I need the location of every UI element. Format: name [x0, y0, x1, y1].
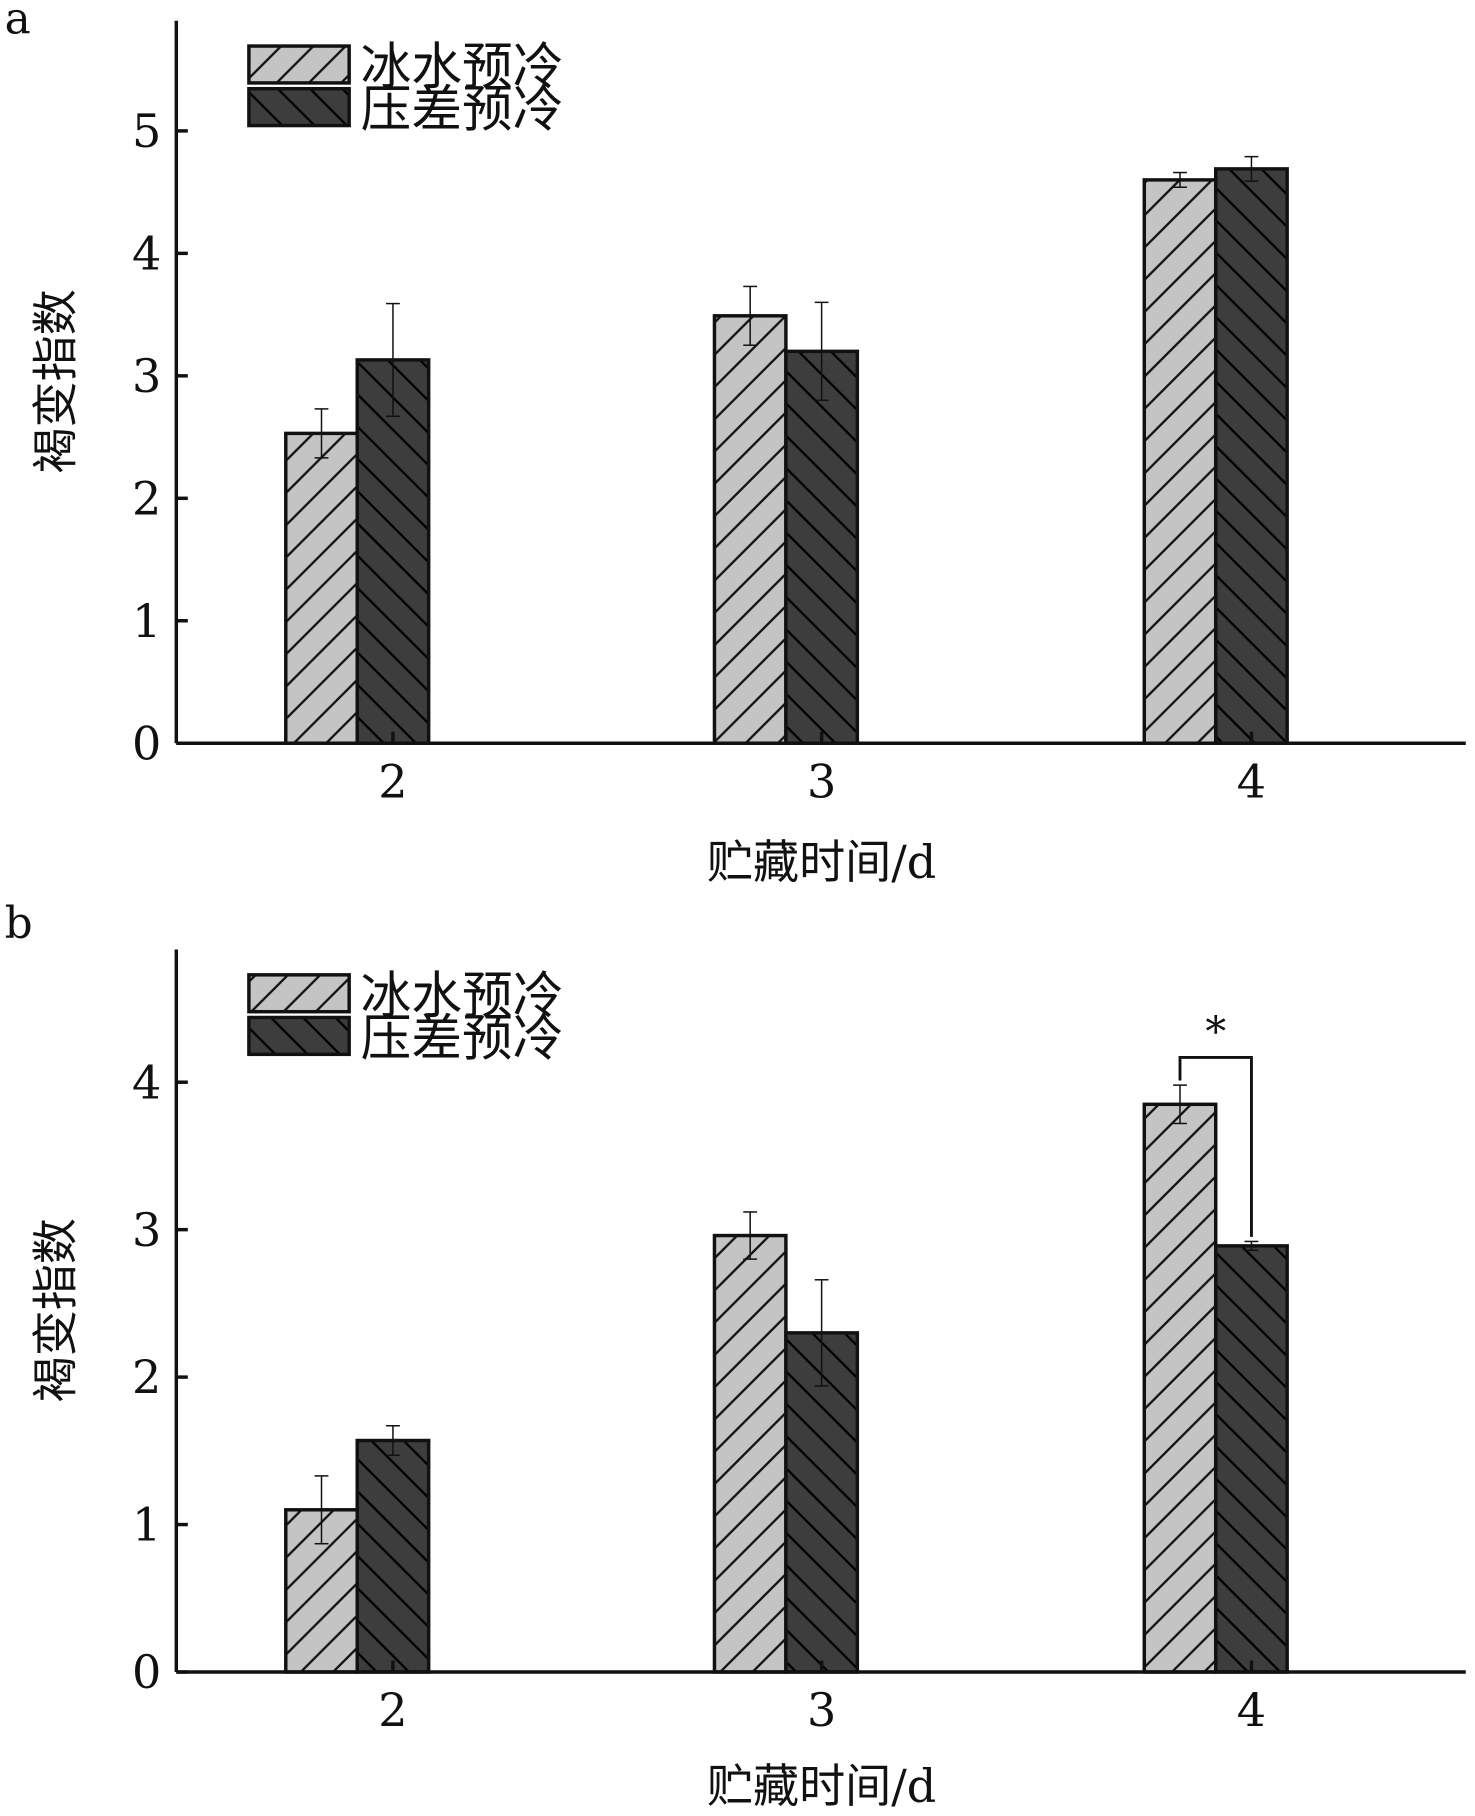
legend-label: 冰水预冷: [361, 966, 564, 1025]
bar-ice-day-3: [712, 1233, 788, 1674]
error-bar: [1244, 155, 1259, 182]
error-bar: [1173, 171, 1187, 188]
panel-label: a: [5, 0, 31, 44]
bar-ice-day-2: [284, 431, 359, 745]
legend-swatch-ice: [247, 44, 351, 85]
bar-pressure-day-2: [355, 1438, 431, 1674]
bar-ice-day-4: [1142, 1102, 1218, 1674]
x-tick-label: 2: [378, 1683, 407, 1737]
x-tick-label: 4: [1237, 754, 1266, 808]
y-tick-label: 0: [132, 1645, 161, 1699]
y-tick-label: 4: [132, 227, 161, 281]
y-tick-label: 0: [132, 716, 161, 770]
legend-swatch-ice: [247, 973, 351, 1014]
y-axis-title: 褐变指数: [28, 1218, 82, 1402]
x-tick-label: 3: [807, 754, 836, 808]
legend-swatch-pressure: [247, 1015, 351, 1057]
x-axis-title: 贮藏时间/d: [707, 835, 936, 889]
significance-marker: *: [1205, 1007, 1226, 1056]
error-bar: [814, 1279, 829, 1387]
error-bar: [386, 1425, 400, 1456]
bar-pressure-day-3: [784, 349, 860, 745]
y-tick-label: 3: [132, 1203, 161, 1257]
x-tick-label: 3: [807, 1683, 836, 1737]
bar-pressure-day-2: [355, 358, 431, 745]
error-bar: [314, 408, 329, 459]
y-tick-label: 1: [132, 594, 161, 648]
legend-label: 压差预冷: [361, 80, 564, 139]
bar-pressure-day-4: [1213, 1244, 1289, 1674]
legend-label: 冰水预冷: [361, 37, 564, 96]
error-bar: [743, 1211, 758, 1260]
x-axis-title: 贮藏时间/d: [707, 1759, 936, 1813]
error-bar: [386, 302, 400, 417]
y-tick-label: 2: [132, 1350, 161, 1404]
y-tick-label: 2: [132, 471, 161, 525]
y-tick-label: 4: [132, 1055, 161, 1109]
y-tick-label: 3: [132, 349, 161, 403]
legend-label: 压差预冷: [361, 1009, 564, 1068]
legend-swatch-pressure: [247, 86, 351, 128]
error-bar: [1244, 1240, 1259, 1252]
y-axis-title: 褐变指数: [28, 289, 82, 473]
bar-ice-day-4: [1142, 178, 1218, 745]
bar-pressure-day-4: [1213, 167, 1289, 745]
bar-ice-day-3: [712, 314, 788, 745]
y-tick-label: 5: [132, 104, 161, 158]
x-tick-label: 4: [1237, 1683, 1266, 1737]
error-bar: [814, 301, 829, 402]
error-bar: [743, 285, 758, 346]
error-bar: [314, 1475, 329, 1545]
panel-label: b: [5, 898, 33, 949]
error-bar: [1173, 1084, 1187, 1125]
significance-bracket: [1178, 1056, 1253, 1237]
y-tick-label: 1: [132, 1498, 161, 1552]
x-tick-label: 2: [378, 754, 407, 808]
